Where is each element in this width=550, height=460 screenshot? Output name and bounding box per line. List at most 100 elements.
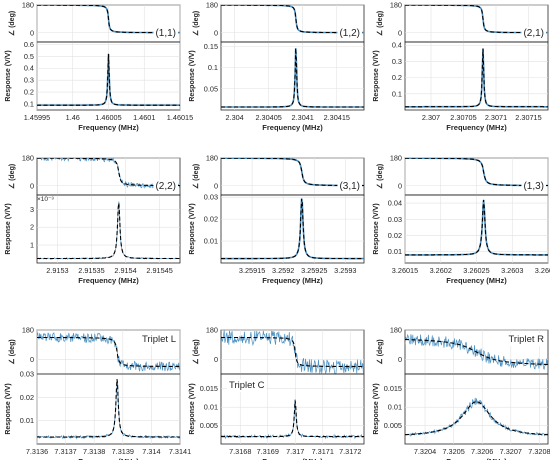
x-tick-label: 2.307 <box>422 113 440 122</box>
response-tick-label: 0.1 <box>208 63 218 72</box>
mode-label: (1,2) <box>339 28 360 39</box>
x-tick-label: 1.4601 <box>133 113 155 122</box>
response-tick-label: 0.005 <box>384 421 402 430</box>
x-tick-label: 7.317 <box>286 447 304 456</box>
response-axes <box>36 373 181 445</box>
x-tick-label: 7.3208 <box>528 447 550 456</box>
x-tick-label: 7.3205 <box>442 447 464 456</box>
x-tick-label: 3.2602 <box>430 266 452 275</box>
phase-tick-label: 0 <box>214 181 218 190</box>
x-tick-label: 3.2603 <box>501 266 523 275</box>
x-tick-label: 1.46005 <box>95 113 121 122</box>
phase-tick-label: 0 <box>398 355 402 364</box>
x-tick-label: 7.3169 <box>257 447 279 456</box>
fit-response-line <box>405 48 548 108</box>
response-tick-label: 0.6 <box>24 40 34 49</box>
exponent-label: ×10⁻³ <box>37 196 54 203</box>
x-tick-label: 3.26015 <box>392 266 418 275</box>
phase-axis-label: ∠ (deg) <box>8 11 16 36</box>
response-axis-label: Response (V/V) <box>5 50 12 101</box>
measured-phase-line <box>37 332 180 372</box>
x-tick-label: 2.91545 <box>146 266 172 275</box>
x-axis-label: Frequency (MHz) <box>78 123 139 132</box>
plot-area <box>405 333 548 437</box>
phase-tick-label: 180 <box>22 1 34 10</box>
x-tick-label: 7.3204 <box>414 447 436 456</box>
x-tick-label: 2.304 <box>225 113 243 122</box>
mode-label-bg <box>521 27 546 40</box>
x-tick-label: 7.3206 <box>471 447 493 456</box>
x-tick-label: 7.3141 <box>169 447 191 456</box>
response-tick-label: 0.03 <box>204 193 218 202</box>
fit-response-line <box>221 198 364 260</box>
fit-phase-line <box>37 336 180 368</box>
x-tick-label: 1.45995 <box>24 113 50 122</box>
response-tick-label: 0.5 <box>24 52 34 61</box>
response-axis-label: Response (V/V) <box>373 383 380 434</box>
panel-6: 3.26015 3.2602 3.26025 3.2603 3.26035 0 180 0.0… <box>373 154 550 286</box>
response-tick-label: 0.015 <box>200 384 218 393</box>
phase-axis-label: ∠ (deg) <box>8 339 16 364</box>
x-axis-label: Frequency (MHz) <box>446 123 507 132</box>
mode-label-bg <box>337 27 362 40</box>
response-axis-label: Response (V/V) <box>189 50 196 101</box>
fit-response-line <box>37 379 180 438</box>
mode-label-bg <box>153 27 178 40</box>
response-tick-label: 3 <box>30 205 34 214</box>
mode-label: (2,2) <box>155 181 176 192</box>
measured-response-line <box>405 397 548 437</box>
plot-area <box>37 332 180 440</box>
x-axis-label: Frequency (MHz) <box>262 457 323 460</box>
measured-phase-line <box>405 333 548 371</box>
response-tick-label: 0.3 <box>392 57 402 66</box>
phase-tick-label: 0 <box>30 28 34 37</box>
response-tick-label: 2 <box>30 223 34 232</box>
phase-tick-label: 0 <box>398 181 402 190</box>
x-tick-label: 7.3168 <box>229 447 251 456</box>
x-tick-label: 2.30705 <box>450 113 476 122</box>
mode-label-bg <box>506 333 547 346</box>
phase-axis-label: ∠ (deg) <box>376 164 384 189</box>
fit-phase-line <box>405 338 548 366</box>
phase-axis-label: ∠ (deg) <box>376 11 384 36</box>
mode-label-bg <box>337 180 362 193</box>
x-tick-label: 3.26035 <box>535 266 550 275</box>
phase-tick-label: 180 <box>206 154 218 163</box>
phase-tick-label: 180 <box>390 1 402 10</box>
fit-phase-line <box>221 336 364 368</box>
x-tick-label: 7.3138 <box>83 447 105 456</box>
x-tick-label: 2.91535 <box>78 266 104 275</box>
phase-axis-label: ∠ (deg) <box>192 339 200 364</box>
response-axis-label: Response (V/V) <box>373 50 380 101</box>
phase-axis-label: ∠ (deg) <box>376 339 384 364</box>
response-tick-label: 0.01 <box>204 403 218 412</box>
x-tick-label: 2.30715 <box>515 113 541 122</box>
x-axis-label: Frequency (MHz) <box>78 457 139 460</box>
response-tick-label: 0.2 <box>392 73 402 82</box>
response-tick-label: 1 <box>30 241 34 250</box>
phase-axis-label: ∠ (deg) <box>192 11 200 36</box>
response-tick-label: 0.03 <box>388 215 402 224</box>
phase-tick-label: 180 <box>22 326 34 335</box>
x-tick-label: 2.3041 <box>292 113 314 122</box>
x-tick-label: 3.25915 <box>239 266 265 275</box>
mode-label-bg <box>521 180 546 193</box>
phase-tick-label: 180 <box>390 154 402 163</box>
x-tick-label: 7.3139 <box>112 447 134 456</box>
mode-label: (3,1) <box>339 181 360 192</box>
panel-1: 1.45995 1.46 1.46005 1.4601 1.46015 0 180 0.1 0.… <box>5 1 193 133</box>
phase-tick-label: 0 <box>398 28 402 37</box>
response-tick-label: 0.02 <box>20 393 34 402</box>
phase-tick-label: 180 <box>22 154 34 163</box>
phase-tick-label: 180 <box>206 1 218 10</box>
panel-5: 3.25915 3.2592 3.25925 3.2593 0 180 0.01 0.02 0.… <box>189 154 365 285</box>
response-axes <box>36 194 181 264</box>
x-tick-label: 7.3207 <box>500 447 522 456</box>
x-axis-label: Frequency (MHz) <box>78 276 139 285</box>
x-tick-label: 7.3136 <box>26 447 48 456</box>
x-tick-label: 3.2592 <box>272 266 294 275</box>
response-tick-label: 0.03 <box>20 370 34 379</box>
x-axis-label: Frequency (MHz) <box>262 123 323 132</box>
response-tick-label: 0.02 <box>388 231 402 240</box>
response-axis-label: Response (V/V) <box>189 203 196 254</box>
